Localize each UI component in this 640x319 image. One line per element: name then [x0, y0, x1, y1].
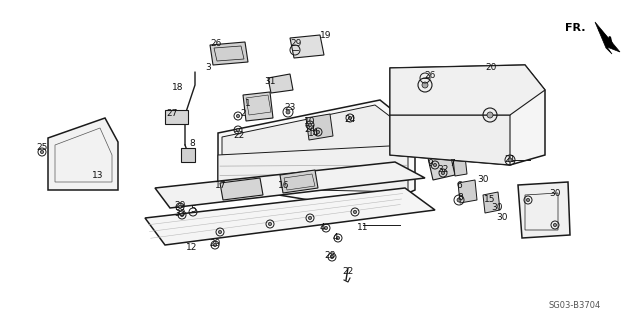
Polygon shape [155, 162, 425, 208]
Circle shape [324, 226, 328, 230]
Polygon shape [48, 118, 118, 190]
Text: 16: 16 [278, 181, 290, 189]
Polygon shape [306, 114, 333, 140]
Circle shape [308, 216, 312, 219]
Polygon shape [145, 188, 435, 245]
Circle shape [526, 198, 530, 202]
Text: 12: 12 [186, 243, 198, 253]
Text: 14: 14 [308, 129, 320, 137]
Polygon shape [222, 105, 408, 155]
Circle shape [353, 211, 356, 214]
Circle shape [213, 243, 216, 247]
Text: 11: 11 [357, 224, 369, 233]
Text: 25: 25 [36, 144, 48, 152]
Polygon shape [390, 65, 545, 115]
Circle shape [236, 115, 239, 118]
Text: 29: 29 [291, 40, 301, 48]
Polygon shape [218, 100, 415, 210]
Circle shape [179, 205, 182, 209]
Text: 22: 22 [234, 130, 244, 139]
Text: 17: 17 [215, 181, 227, 189]
Text: 8: 8 [457, 194, 463, 203]
Text: 18: 18 [172, 83, 184, 92]
Text: 1: 1 [245, 99, 251, 108]
Polygon shape [280, 170, 318, 193]
Text: 31: 31 [264, 78, 276, 86]
Circle shape [422, 82, 428, 88]
Circle shape [40, 150, 44, 154]
Text: 30: 30 [549, 189, 561, 197]
Text: 27: 27 [166, 108, 178, 117]
Text: 30: 30 [496, 213, 508, 222]
Text: 32: 32 [437, 166, 449, 174]
Text: 30: 30 [492, 204, 503, 212]
Circle shape [180, 213, 184, 217]
Polygon shape [268, 74, 293, 93]
Polygon shape [218, 145, 408, 192]
Text: 15: 15 [484, 196, 496, 204]
Text: 26: 26 [424, 70, 436, 79]
Text: 5: 5 [190, 205, 196, 214]
Text: 30: 30 [477, 175, 489, 184]
Circle shape [308, 123, 312, 127]
Text: 28: 28 [324, 250, 336, 259]
Text: 24: 24 [305, 125, 316, 135]
Polygon shape [518, 182, 570, 238]
Text: SG03-B3704: SG03-B3704 [549, 300, 601, 309]
Circle shape [236, 129, 239, 132]
Circle shape [457, 198, 461, 202]
Circle shape [268, 222, 271, 226]
Circle shape [330, 256, 333, 259]
Polygon shape [290, 35, 324, 58]
Polygon shape [390, 65, 545, 165]
Text: 6: 6 [456, 182, 462, 190]
Text: 8: 8 [189, 138, 195, 147]
Text: 4: 4 [332, 234, 338, 242]
Circle shape [554, 223, 557, 226]
Text: 29: 29 [174, 201, 186, 210]
Polygon shape [595, 22, 620, 54]
Text: 29: 29 [209, 239, 221, 248]
Text: 2: 2 [240, 108, 246, 117]
Circle shape [487, 112, 493, 118]
Text: 10: 10 [304, 116, 316, 125]
Circle shape [286, 110, 290, 114]
Polygon shape [220, 178, 263, 200]
Circle shape [442, 171, 445, 174]
Polygon shape [165, 110, 188, 124]
Text: 33: 33 [174, 209, 186, 218]
Text: 3: 3 [205, 63, 211, 72]
Polygon shape [428, 153, 455, 180]
Text: 21: 21 [504, 155, 516, 165]
Polygon shape [458, 180, 477, 203]
Text: 19: 19 [320, 31, 332, 40]
Text: 24: 24 [344, 115, 356, 124]
Text: 20: 20 [485, 63, 497, 72]
Polygon shape [453, 156, 467, 176]
Text: 22: 22 [342, 268, 354, 277]
Circle shape [316, 130, 319, 134]
Text: 9: 9 [427, 159, 433, 167]
Text: 4: 4 [319, 224, 325, 233]
Text: 26: 26 [211, 40, 221, 48]
Text: FR.: FR. [564, 23, 585, 33]
Circle shape [433, 163, 436, 167]
Circle shape [348, 116, 351, 120]
Text: 7: 7 [449, 159, 455, 167]
Polygon shape [390, 115, 510, 165]
Text: 13: 13 [92, 170, 104, 180]
Polygon shape [243, 92, 273, 121]
Polygon shape [181, 148, 195, 162]
Circle shape [218, 230, 221, 234]
Text: 23: 23 [284, 103, 296, 113]
Circle shape [508, 158, 512, 162]
Circle shape [337, 236, 340, 240]
Polygon shape [210, 42, 248, 65]
Polygon shape [483, 192, 500, 213]
